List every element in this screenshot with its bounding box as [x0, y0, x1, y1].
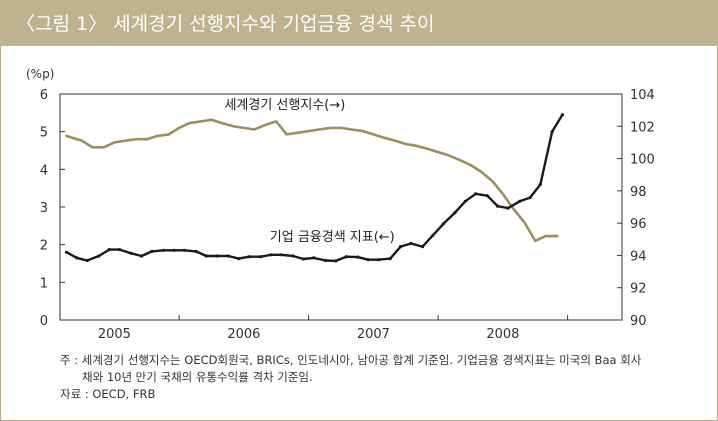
- series-point-credit-spread: [107, 248, 111, 252]
- x-tick-label: 2006: [227, 327, 260, 342]
- series-point-credit-spread: [528, 196, 532, 200]
- y-left-unit-label: (%p): [26, 67, 54, 81]
- y-right-tick-label: 102: [630, 120, 655, 135]
- chart-canvas: 0 1 2 3 4 5 6 90 92 94 96 98 100 102 104 (%p) 2005 2006 20…: [26, 67, 655, 342]
- y-left-tick-label: 3: [40, 201, 48, 216]
- series-annotation-1: 세계경기 선행지수(→): [224, 97, 345, 113]
- series-point-credit-spread: [421, 245, 425, 249]
- series-point-credit-spread: [474, 192, 478, 196]
- y-left-tick-label: 4: [40, 163, 48, 178]
- series-point-credit-spread: [97, 254, 101, 258]
- series-point-credit-spread: [518, 199, 522, 203]
- series-point-credit-spread: [118, 248, 122, 252]
- series-point-credit-spread: [129, 251, 133, 255]
- figure-title: 〈그림 1〉 세계경기 선행지수와 기업금융 경색 추이: [16, 13, 435, 35]
- y-right-tick-label: 104: [630, 88, 655, 103]
- y-left-tick-label: 1: [40, 276, 48, 291]
- x-tick-label: 2005: [98, 327, 131, 342]
- note-line-2: 채와 10년 만기 국채의 유통수익률 격차 기준임.: [82, 370, 313, 384]
- note-line-1: 주 : 세계경기 선행지수는 OECD회원국, BRICs, 인도네시아, 남아…: [60, 353, 642, 367]
- series-point-credit-spread: [550, 130, 554, 134]
- series-point-credit-spread: [75, 256, 79, 260]
- title-bar: 〈그림 1〉 세계경기 선행지수와 기업금융 경색 추이: [0, 0, 718, 46]
- series-point-credit-spread: [64, 250, 69, 254]
- y-left-tick-label: 0: [40, 314, 48, 329]
- y-right-tick-label: 96: [630, 217, 647, 232]
- x-tick-label: 2007: [357, 327, 390, 342]
- series-point-credit-spread: [279, 253, 283, 257]
- source-line: 자료 : OECD, FRB: [60, 387, 156, 401]
- series-point-credit-spread: [215, 254, 219, 258]
- series-annotation-2: 기업 금융경색 지표(←): [270, 230, 395, 245]
- y-right-tick-label: 100: [630, 153, 655, 168]
- x-tick-label: 2008: [486, 327, 519, 342]
- series-point-credit-spread: [226, 254, 230, 258]
- series-point-credit-spread: [301, 257, 305, 261]
- y-right-tick-label: 98: [630, 185, 647, 200]
- series-point-credit-spread: [431, 233, 435, 237]
- series-point-credit-spread: [441, 222, 445, 226]
- figure-notes: 주 : 세계경기 선행지수는 OECD회원국, BRICs, 인도네시아, 남아…: [60, 352, 641, 403]
- series-point-credit-spread: [485, 194, 489, 198]
- series-point-credit-spread: [344, 255, 348, 259]
- series-point-credit-spread: [150, 249, 154, 253]
- y-right-tick-label: 94: [630, 249, 647, 264]
- series-point-credit-spread: [162, 248, 166, 252]
- series-point-credit-spread: [172, 248, 176, 252]
- series-point-credit-spread: [409, 241, 413, 246]
- series-line-leading-index: [65, 118, 559, 243]
- y-left-tick-label: 5: [40, 126, 48, 141]
- series-point-credit-spread: [204, 254, 208, 258]
- series-point-credit-spread: [388, 257, 392, 261]
- series-point-credit-spread: [399, 245, 403, 249]
- series-point-credit-spread: [269, 253, 273, 257]
- y-right-tick-label: 90: [630, 314, 647, 329]
- series-point-credit-spread: [323, 258, 328, 263]
- series-point-credit-spread: [334, 259, 338, 263]
- series-point-credit-spread: [538, 182, 543, 186]
- series-point-credit-spread: [259, 255, 263, 259]
- series-point-credit-spread: [366, 258, 370, 262]
- series-point-credit-spread: [560, 113, 565, 117]
- series-point-credit-spread: [377, 258, 381, 262]
- series-point-credit-spread: [247, 255, 251, 259]
- series-point-credit-spread: [140, 254, 144, 258]
- y-right-tick-label: 92: [630, 282, 647, 297]
- series-point-credit-spread: [237, 257, 241, 261]
- series-point-credit-spread: [182, 248, 186, 252]
- series-point-credit-spread: [194, 249, 198, 253]
- series-point-credit-spread: [85, 258, 89, 263]
- y-left-tick-label: 6: [40, 88, 48, 103]
- series-point-credit-spread: [463, 199, 467, 203]
- series-point-credit-spread: [291, 254, 295, 258]
- series-point-credit-spread: [453, 211, 457, 215]
- series-point-credit-spread: [506, 206, 510, 210]
- series-point-credit-spread: [312, 256, 316, 260]
- y-left-tick-label: 2: [40, 239, 48, 254]
- series-point-credit-spread: [496, 204, 500, 208]
- series-point-credit-spread: [356, 255, 360, 259]
